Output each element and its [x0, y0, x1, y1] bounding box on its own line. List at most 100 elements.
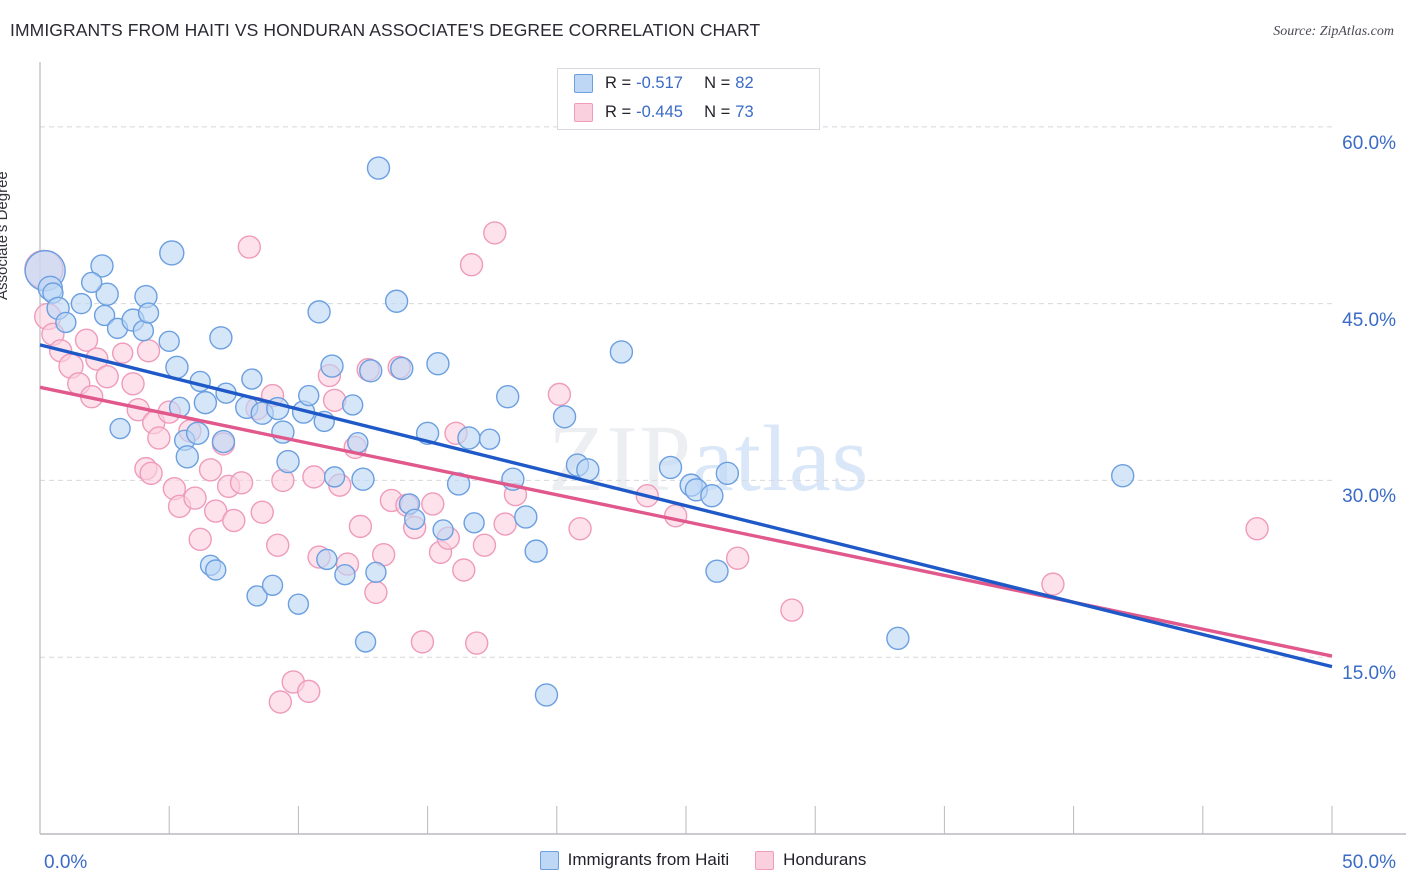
scatter-point — [459, 253, 484, 277]
x-tick-marks — [39, 806, 1333, 834]
stats-row-hondurans: R = -0.445 N = 73 — [558, 98, 819, 127]
scatter-point — [136, 339, 161, 363]
scatter-point — [351, 467, 375, 491]
stats-legend-box: R = -0.517 N = 82 R = -0.445 N = 73 — [557, 68, 820, 130]
scatter-point — [55, 311, 77, 334]
scatter-point — [74, 328, 99, 352]
n-value-hondurans: 73 — [735, 103, 754, 121]
scatter-point — [715, 461, 740, 486]
y-tick-label: 30.0% — [1342, 486, 1396, 508]
scatter-point — [334, 564, 356, 586]
source-attribution: Source: ZipAtlas.com — [1273, 24, 1394, 39]
scatter-point — [705, 559, 729, 583]
scatter-point — [250, 500, 274, 524]
scatter-point — [472, 533, 497, 557]
scatter-point — [298, 384, 320, 407]
legend-item-haiti[interactable]: Immigrants from Haiti — [539, 850, 729, 870]
scatter-point — [365, 561, 387, 584]
series-legend: Immigrants from Haiti Hondurans — [0, 850, 1406, 870]
n-label-haiti: N = — [704, 74, 731, 92]
scatter-point — [483, 221, 507, 245]
scatter-point — [121, 372, 145, 396]
scatter-point — [452, 558, 476, 582]
r-value-haiti: -0.517 — [636, 74, 683, 92]
trend-line — [39, 385, 1333, 658]
scatter-point — [390, 356, 414, 381]
scatter-point — [534, 683, 559, 707]
scatter-point — [457, 426, 481, 450]
scatter-point — [93, 304, 116, 327]
scatter-point — [552, 405, 577, 429]
scatter-point — [80, 271, 103, 294]
stats-row-haiti: R = -0.517 N = 82 — [558, 69, 819, 98]
scatter-point — [568, 517, 592, 541]
scatter-point — [139, 461, 163, 486]
scatter-point — [403, 508, 426, 531]
scatter-point — [198, 458, 223, 482]
scatter-point — [700, 484, 724, 508]
legend-item-hondurans[interactable]: Hondurans — [755, 850, 866, 870]
scatter-point — [137, 302, 160, 324]
y-tick-label: 45.0% — [1342, 309, 1396, 331]
scatter-point — [266, 533, 290, 557]
scatter-point — [609, 340, 634, 364]
scatter-point — [183, 486, 207, 510]
scatter-point — [547, 382, 572, 407]
scatter-point — [111, 342, 134, 364]
scatter-point — [658, 455, 683, 480]
scatter-point — [175, 445, 199, 469]
scatter-point — [410, 630, 435, 654]
scatter-point — [1245, 517, 1269, 541]
trend-lines — [39, 343, 1333, 669]
n-label-hondurans: N = — [704, 103, 731, 121]
scatter-point — [147, 426, 171, 450]
scatter-point — [222, 508, 246, 533]
scatter-point — [426, 352, 450, 376]
scatter-point — [576, 458, 600, 482]
swatch-hondurans-icon — [574, 103, 593, 122]
scatter-point — [70, 292, 93, 315]
scatter-point — [246, 585, 268, 607]
scatter-point — [90, 254, 114, 278]
scatter-point — [204, 499, 228, 523]
scatter-point — [211, 429, 236, 454]
scatter-point — [237, 235, 262, 259]
scatter-point — [366, 156, 391, 180]
x-tick-label: 50.0% — [1342, 852, 1396, 873]
legend-swatch-haiti-icon — [539, 850, 559, 870]
scatter-point — [1041, 572, 1065, 596]
scatter-point — [268, 690, 293, 714]
scatter-point — [432, 519, 454, 541]
scatter-point — [493, 512, 517, 536]
r-value-hondurans: -0.445 — [636, 103, 683, 121]
scatter-point — [347, 431, 369, 454]
scatter-point — [348, 514, 373, 539]
scatter-point — [261, 574, 284, 597]
scatter-point — [354, 631, 377, 653]
scatter-point — [320, 354, 344, 378]
scatter-point — [241, 368, 263, 390]
y-tick-label: 15.0% — [1342, 663, 1396, 685]
scatter-point — [276, 449, 300, 474]
scatter-point — [158, 330, 180, 353]
scatter-point — [364, 580, 388, 605]
scatter-point — [205, 559, 227, 581]
n-value-haiti: 82 — [735, 74, 754, 92]
scatter-point — [464, 631, 489, 655]
scatter-point — [188, 527, 212, 552]
legend-swatch-hondurans-icon — [755, 850, 775, 870]
scatter-point — [780, 598, 804, 622]
scatter-point — [421, 492, 445, 516]
scatter-point — [159, 240, 185, 266]
scatter-point — [341, 394, 364, 416]
scatter-point — [1110, 463, 1135, 488]
scatter-points-haiti — [24, 156, 1135, 707]
scatter-point — [307, 300, 331, 324]
scatter-point — [209, 326, 233, 350]
scatter-point — [193, 390, 218, 415]
scatter-points-hondurans — [24, 221, 1269, 714]
scatter-point — [287, 593, 310, 615]
scatter-point — [297, 679, 321, 704]
r-label-haiti: R = — [605, 74, 632, 92]
scatter-point — [302, 465, 326, 489]
